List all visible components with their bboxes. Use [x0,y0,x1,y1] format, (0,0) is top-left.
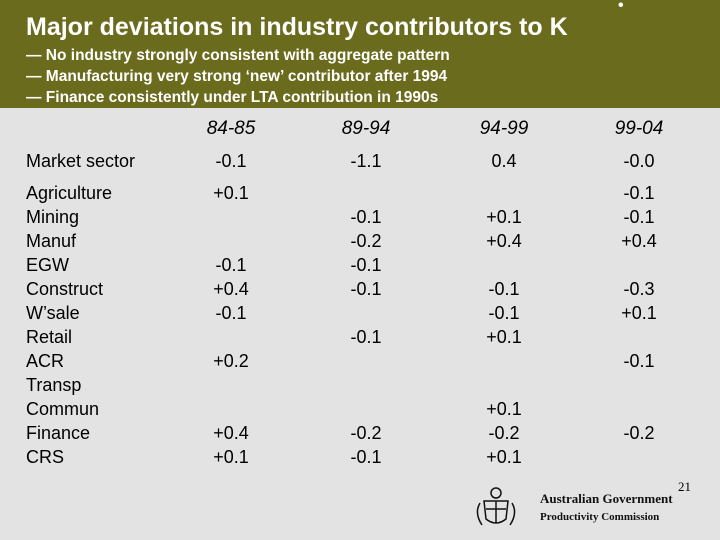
industry-value: -0.1 [215,303,247,323]
industry-label: CRS [26,447,65,467]
market-sector-value: -0.1 [215,151,247,171]
industry-label: Manuf [26,231,77,251]
industry-value: +0.4 [486,231,522,251]
industry-label: Mining [26,207,80,227]
bullet-item: — No industry strongly consistent with a… [26,47,450,64]
column-header: 94-99 [479,118,529,139]
column-header: 89-94 [341,118,391,139]
page-number: 21 [678,479,691,494]
column-header: 99-04 [614,118,664,139]
industry-value: +0.2 [213,351,249,371]
industry-value: +0.1 [213,447,249,467]
industry-value: +0.4 [621,231,657,251]
industry-label: ACR [26,351,65,371]
industry-value: -0.1 [488,279,520,299]
industry-label: W’sale [26,303,80,323]
coat-of-arms-icon [476,487,516,526]
industry-value: -0.1 [350,207,382,227]
industry-value: -0.1 [623,207,655,227]
market-sector-label: Market sector [26,151,136,171]
industry-label: Commun [26,399,100,419]
industry-value: -0.1 [350,255,382,275]
industry-label: Agriculture [26,183,113,203]
industry-label: Transp [26,375,82,395]
market-sector-value: -0.0 [623,151,655,171]
industry-value: +0.4 [213,423,249,443]
bullet-list: — No industry strongly consistent with a… [26,45,450,108]
industry-value: +0.1 [486,207,522,227]
industry-label: EGW [26,255,69,275]
title-bar: Major deviations in industry contributor… [0,0,720,108]
industry-value: -0.1 [350,279,382,299]
industry-label: Retail [26,327,73,347]
industry-value: +0.1 [621,303,657,323]
industry-value: +0.1 [486,447,522,467]
column-header: 84-85 [206,118,256,139]
industry-value: -0.1 [488,303,520,323]
industry-label: Finance [26,423,91,443]
industry-value: -0.1 [350,327,382,347]
industry-value: +0.4 [213,279,249,299]
industry-value: -0.2 [350,423,382,443]
industry-value: -0.1 [623,351,655,371]
org-name: Australian Government [540,491,673,506]
industry-value: +0.1 [486,327,522,347]
industry-label: Construct [26,279,104,299]
industry-value: -0.3 [623,279,655,299]
industry-value: -0.1 [350,447,382,467]
market-sector-value: 0.4 [491,151,517,171]
bullet-item: — Manufacturing very strong ‘new’ contri… [26,68,448,85]
industry-value: +0.1 [213,183,249,203]
market-sector-value: -1.1 [350,151,382,171]
industry-value: -0.2 [623,423,655,443]
industry-value: -0.2 [488,423,520,443]
bullet-item: — Finance consistently under LTA contrib… [26,89,439,106]
slide-title: Major deviations in industry contributor… [26,13,568,41]
industry-value: -0.2 [350,231,382,251]
industry-value: -0.1 [215,255,247,275]
industry-value: +0.1 [486,399,522,419]
industry-value: -0.1 [623,183,655,203]
org-subtitle: Productivity Commission [540,511,660,523]
title-dot-mark: • [618,0,624,14]
